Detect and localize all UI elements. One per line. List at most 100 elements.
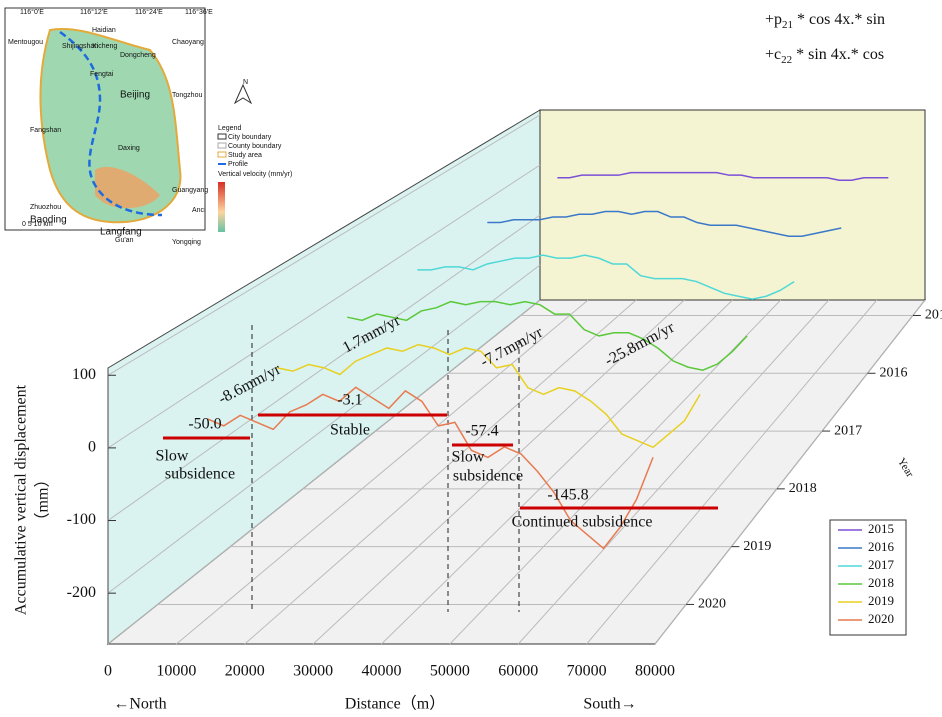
back-wall <box>539 109 926 301</box>
x-tick-label: 60000 <box>498 663 538 680</box>
x-tick-label: 40000 <box>362 663 402 680</box>
grid-line <box>312 299 685 645</box>
legend-swatch <box>217 133 227 140</box>
stage-label: Continued subsidence <box>512 514 653 531</box>
map-label: 116°12'E <box>80 8 108 16</box>
profile-line <box>277 343 701 449</box>
equation: +c22 * sin 4x.* cos <box>765 46 884 66</box>
z-tick-label: 2019 <box>743 539 771 554</box>
x-direction: ←North <box>113 696 166 713</box>
mean-value: -57.4 <box>465 423 498 440</box>
y-axis-label: Accumulative vertical displacement <box>13 384 30 615</box>
map-legend: Profile <box>228 161 248 168</box>
z-tick-label: 2018 <box>789 481 817 496</box>
x-tick-label: 30000 <box>293 663 333 680</box>
stage-label: subsidence <box>453 468 523 485</box>
x-axis-label: Distance（m） <box>345 695 445 713</box>
grid-line <box>381 299 733 645</box>
map-legend: Study area <box>228 152 262 159</box>
subsidence-zone <box>95 166 160 209</box>
legend-label: 2015 <box>868 521 894 536</box>
stage-label: subsidence <box>165 466 235 483</box>
z-tick-label: 2020 <box>698 597 726 612</box>
map-legend: Vertical velocity (mm/yr) <box>218 171 292 178</box>
x-tick-label: 0 <box>104 663 112 680</box>
z-tick-label: 2017 <box>834 423 862 438</box>
profile-line <box>417 254 795 300</box>
profile-line <box>347 300 748 372</box>
map-label: Haidian <box>92 27 116 34</box>
mean-value: -145.8 <box>547 487 588 504</box>
map-label: Shijingshan <box>62 43 98 50</box>
stage-label: Stable <box>330 422 370 439</box>
map-label: 116°24'E <box>135 8 163 16</box>
legend: 2015 2016 2017 2018 2019 2020 <box>838 521 895 626</box>
equation: +p21 * cos 4x.* sin <box>765 11 885 31</box>
grid-line <box>654 299 926 645</box>
map-label: Gu'an <box>115 237 134 244</box>
grid-line <box>517 299 830 645</box>
map-label: Zhuozhou <box>30 204 61 211</box>
legend-label: 2019 <box>868 593 894 608</box>
map-label: Xicheng <box>92 43 117 50</box>
velocity-ramp <box>218 182 225 232</box>
grid-line <box>176 299 589 645</box>
x-tick-label: 50000 <box>430 663 470 680</box>
map-label: Mentougou <box>8 39 43 46</box>
z-tick-label: 2016 <box>879 365 907 380</box>
mean-value: -50.0 <box>188 416 221 433</box>
z-axis-label: Year <box>895 456 916 480</box>
x-tick-label: 10000 <box>156 663 196 680</box>
plot-box: 0 10000 20000 30000 40000 50000 60000 70000 8000… <box>67 109 942 680</box>
x-tick-label: 20000 <box>225 663 265 680</box>
x-tick-label: 80000 <box>635 663 675 680</box>
map-label: Fengtai <box>90 71 114 78</box>
y-tick-label: 100 <box>72 366 96 383</box>
y-tick-label: -100 <box>67 511 96 528</box>
y-axis-label: （mm） <box>34 472 52 529</box>
legend-label: 2018 <box>868 575 894 590</box>
x-direction: South→ <box>583 696 636 713</box>
map-label: Tongzhou <box>172 92 202 99</box>
north-arrow <box>233 83 253 105</box>
map-legend: County boundary <box>228 143 282 150</box>
annotations <box>251 325 520 612</box>
grid-line <box>586 299 878 645</box>
stage-label: Slow <box>452 449 485 466</box>
map-label: 116°36'E <box>185 8 213 16</box>
map-label: Daxing <box>118 145 140 152</box>
map-label: Chaoyang <box>172 39 204 46</box>
study-area <box>39 28 182 224</box>
legend-swatch <box>217 151 227 158</box>
legend-box <box>829 519 907 636</box>
map-label: Anci <box>192 207 206 214</box>
inset-map: 116°0'E 116°12'E 116°24'E 116°36'E Haidi… <box>4 7 292 246</box>
legend-label: 2016 <box>868 539 895 554</box>
y-tick-label: -200 <box>67 584 96 601</box>
grid-line <box>107 164 541 449</box>
map-label: 0 5 10 km <box>22 221 53 228</box>
legend-label: 2020 <box>868 611 894 626</box>
grid-line <box>107 264 541 594</box>
mean-value: -3.1 <box>337 392 362 409</box>
map-label: Fangshan <box>30 127 61 134</box>
map-label: Guangyang <box>172 187 208 194</box>
map-legend: City boundary <box>228 134 272 141</box>
profile-line <box>487 210 842 237</box>
map-label: Langfang <box>100 227 142 238</box>
x-tick-label: 70000 <box>567 663 607 680</box>
grid-line <box>107 114 541 376</box>
legend-label: 2017 <box>868 557 895 572</box>
map-label: 116°0'E <box>20 8 44 16</box>
y-tick-label: 0 <box>88 439 96 456</box>
map-legend: Legend <box>218 125 241 132</box>
grid-line <box>107 299 541 645</box>
z-tick-label: 2015 <box>925 308 942 323</box>
profile-line <box>59 30 163 217</box>
legend-swatch <box>217 142 227 149</box>
profile-line <box>557 171 889 182</box>
map-label: Beijing <box>120 90 150 101</box>
map-label: Dongcheng <box>120 52 156 59</box>
map-label: Baoding <box>30 215 67 226</box>
